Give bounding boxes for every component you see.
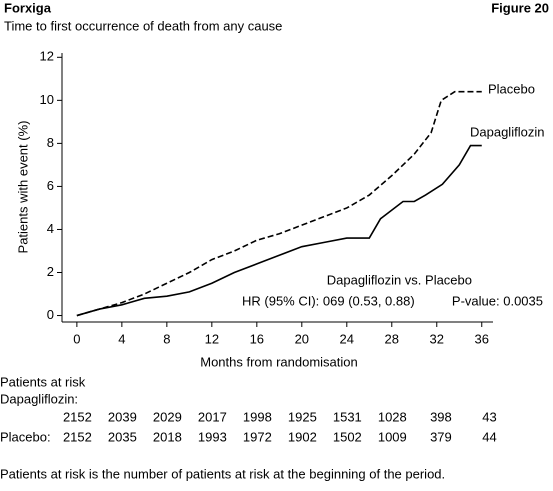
risk-value: 1502 (333, 429, 362, 444)
series-line (76, 90, 482, 317)
series-label: Placebo (488, 81, 535, 96)
x-tick-label: 32 (430, 331, 444, 346)
x-tick-label: 0 (73, 331, 80, 346)
risk-value: 2039 (108, 409, 137, 424)
x-tick-label: 20 (295, 331, 309, 346)
y-tick-label: 6 (47, 178, 54, 193)
y-tick-label: 0 (47, 307, 54, 322)
x-tick-label: 8 (163, 331, 170, 346)
risk-row-label: Placebo: (0, 429, 51, 444)
annotation: HR (95% CI): 069 (0.53, 0.88) (242, 293, 415, 308)
risk-table-title: Patients at risk (0, 374, 86, 389)
y-axis-label: Patients with event (%) (15, 121, 30, 254)
risk-value: 1028 (378, 409, 407, 424)
series-label: Dapagliflozin (470, 124, 544, 139)
risk-value: 1531 (333, 409, 362, 424)
risk-value: 2152 (63, 429, 92, 444)
x-tick-label: 24 (340, 331, 354, 346)
risk-value: 2152 (63, 409, 92, 424)
risk-value: 1972 (243, 429, 272, 444)
x-tick-label: 12 (205, 331, 219, 346)
subtitle: Time to first occurrence of death from a… (4, 18, 282, 33)
risk-value: 379 (430, 429, 452, 444)
x-tick-label: 36 (475, 331, 489, 346)
risk-value: 2035 (108, 429, 137, 444)
title: Forxiga (4, 0, 52, 15)
footnote: Patients at risk is the number of patien… (0, 466, 445, 481)
y-tick-label: 8 (47, 135, 54, 150)
risk-value: 398 (430, 409, 452, 424)
risk-value: 2018 (153, 429, 182, 444)
y-tick-label: 12 (40, 49, 54, 64)
risk-value: 1925 (288, 409, 317, 424)
x-tick-label: 4 (118, 331, 125, 346)
x-tick-label: 16 (250, 331, 264, 346)
annotation: Dapagliflozin vs. Placebo (327, 272, 472, 287)
x-tick-label: 28 (385, 331, 399, 346)
annotation: P-value: 0.0035 (452, 293, 543, 308)
y-tick-label: 2 (47, 264, 54, 279)
risk-value: 2017 (198, 409, 227, 424)
risk-value: 2029 (153, 409, 182, 424)
series-line (76, 144, 482, 317)
risk-value: 1902 (288, 429, 317, 444)
y-tick-label: 10 (40, 92, 54, 107)
risk-value: 1998 (243, 409, 272, 424)
x-axis-label: Months from randomisation (200, 354, 358, 369)
risk-row-label: Dapagliflozin: (0, 391, 78, 406)
risk-value: 1993 (198, 429, 227, 444)
risk-value: 43 (482, 409, 496, 424)
y-tick-label: 4 (47, 221, 54, 236)
figure-number: Figure 20 (491, 0, 549, 15)
risk-value: 44 (482, 429, 496, 444)
risk-value: 1009 (378, 429, 407, 444)
